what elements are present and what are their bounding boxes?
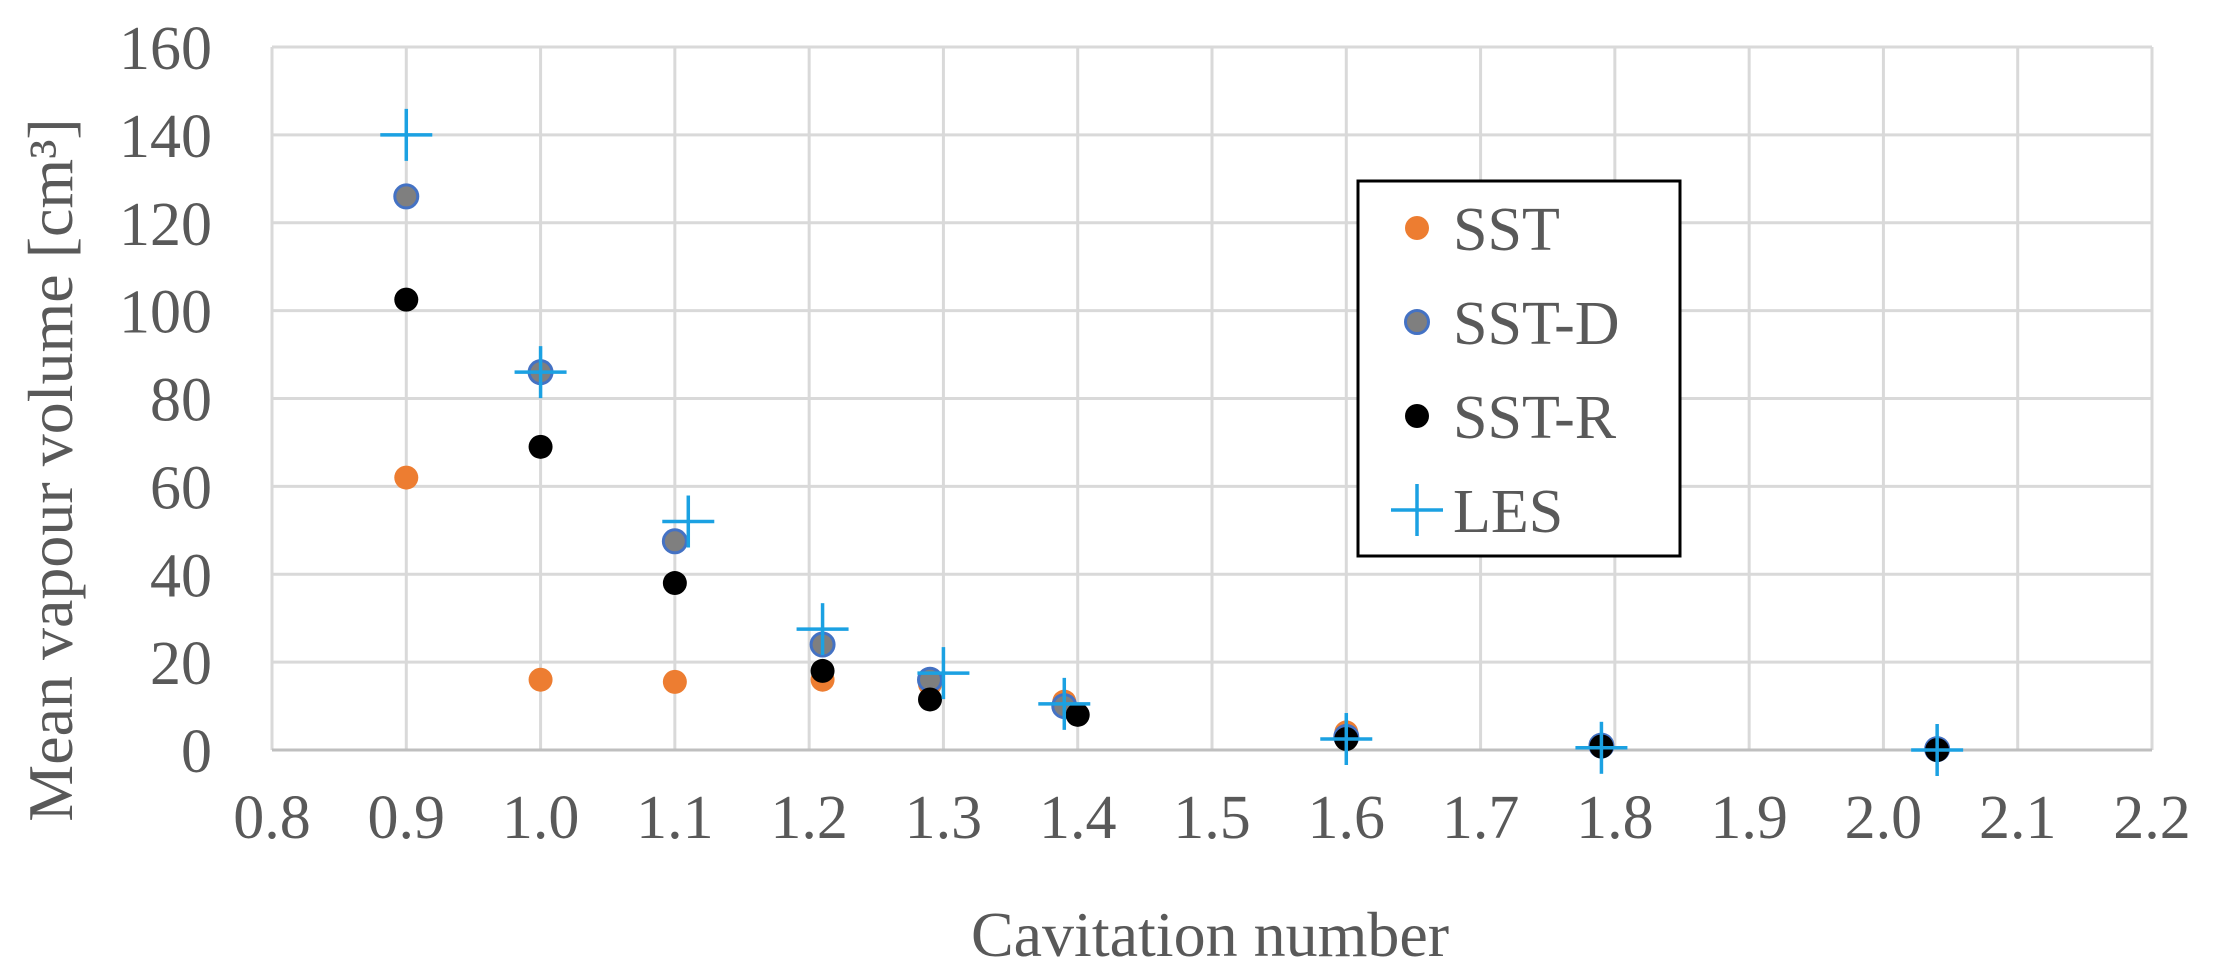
legend-label-sst: SST <box>1453 196 1560 264</box>
x-tick-label: 2.0 <box>1845 784 1923 852</box>
x-axis-title: Cavitation number <box>971 899 1449 970</box>
les-point <box>1038 677 1091 730</box>
x-tick-label: 1.6 <box>1308 784 1386 852</box>
tick-labels: 0.8 0.9 1.0 1.1 1.2 1.3 1.4 1.5 1.6 1.7 1.8 1.9 2.0 2… <box>119 15 2191 852</box>
x-tick-label: 1.5 <box>1173 784 1251 852</box>
legend-marker-sst-d <box>1404 309 1430 335</box>
y-tick-label: 120 <box>119 191 212 259</box>
y-tick-label: 40 <box>150 542 212 610</box>
les-point <box>662 495 715 548</box>
x-tick-label: 2.1 <box>1979 784 2057 852</box>
legend-marker-les <box>1391 484 1443 536</box>
x-tick-label: 1.2 <box>770 784 848 852</box>
x-tick-label: 1.8 <box>1576 784 1654 852</box>
legend-marker-sst <box>1405 216 1429 240</box>
x-tick-label: 2.2 <box>2113 784 2191 852</box>
les-point <box>796 603 849 656</box>
sst-r-point <box>810 658 835 683</box>
les-point <box>514 346 567 399</box>
y-tick-label: 140 <box>119 103 212 171</box>
legend-label-sst-d: SST-D <box>1453 290 1620 358</box>
sst-point <box>662 669 687 694</box>
y-tick-label: 80 <box>150 367 212 435</box>
les-point <box>1911 724 1964 776</box>
y-tick-label: 160 <box>119 15 212 83</box>
x-tick-label: 1.7 <box>1442 784 1520 852</box>
y-tick-label: 0 <box>181 718 212 786</box>
x-tick-label: 0.9 <box>368 784 446 852</box>
sst-point <box>528 667 553 692</box>
legend-marker-sst-r <box>1405 404 1429 428</box>
x-tick-label: 1.9 <box>1710 784 1788 852</box>
x-tick-label: 1.4 <box>1039 784 1117 852</box>
sst-r-point <box>528 434 553 459</box>
sst-r-point <box>662 571 687 596</box>
les-point <box>1575 721 1628 774</box>
sst-r-point <box>918 687 942 712</box>
y-tick-label: 100 <box>119 279 212 347</box>
les-point <box>917 647 970 700</box>
les-point <box>1320 713 1373 766</box>
legend-label-sst-r: SST-R <box>1453 384 1617 452</box>
legend-label-les: LES <box>1453 478 1563 546</box>
data-points <box>380 108 1964 776</box>
x-tick-label: 0.8 <box>233 784 311 852</box>
sst-d-point <box>393 183 420 210</box>
x-tick-label: 1.3 <box>905 784 983 852</box>
sst-r-point <box>394 287 419 312</box>
x-tick-label: 1.1 <box>636 784 714 852</box>
sst-r-point <box>1065 702 1090 727</box>
legend: SST SST-D SST-R LES <box>1356 179 1682 558</box>
sst-d-point <box>661 528 688 555</box>
legend-box <box>1356 179 1682 558</box>
les-point <box>380 108 433 161</box>
grid <box>270 45 2154 752</box>
y-tick-label: 60 <box>150 454 212 522</box>
sst-point <box>394 465 419 490</box>
y-tick-label: 20 <box>150 630 212 698</box>
x-tick-label: 1.0 <box>502 784 580 852</box>
y-axis-title: Mean vapour volume [cm³] <box>15 118 86 821</box>
